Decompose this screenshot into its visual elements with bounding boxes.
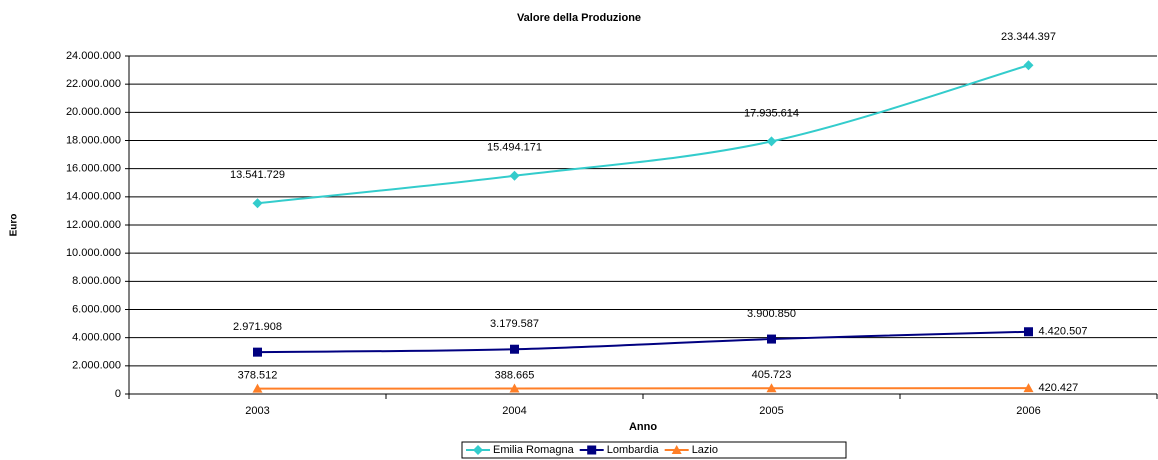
y-tick-label: 18.000.000 [66,134,121,146]
marker [509,383,520,393]
y-tick-label: 2.000.000 [72,360,121,372]
data-label: 17.935.614 [744,107,799,119]
marker [509,170,520,181]
marker [1023,60,1034,71]
marker [766,136,777,147]
x-tick-label: 2006 [1016,405,1040,417]
data-label: 3.179.587 [490,318,539,330]
legend-label: Emilia Romagna [493,444,575,456]
y-tick-label: 4.000.000 [72,332,121,344]
data-label: 378.512 [238,370,278,382]
marker [252,383,263,393]
y-tick-label: 22.000.000 [66,78,121,90]
marker [671,445,682,454]
data-label: 388.665 [495,369,535,381]
legend-box [461,441,847,459]
series-line [257,330,1029,354]
legend-label: Lazio [692,444,718,456]
series-line [257,64,1029,205]
data-label: 23.344.397 [1001,31,1056,43]
data-label: 420.427 [1039,382,1079,394]
marker [1023,383,1034,393]
y-tick-label: 6.000.000 [72,303,121,315]
data-label: 2.971.908 [233,321,282,333]
x-tick-label: 2005 [759,405,783,417]
marker [510,344,519,354]
y-tick-label: 20.000.000 [66,106,121,118]
x-tick-label: 2003 [245,405,269,417]
y-tick-label: 0 [115,388,121,400]
y-tick-label: 14.000.000 [66,191,121,203]
marker [473,445,483,455]
y-tick-label: 16.000.000 [66,163,121,175]
data-label: 15.494.171 [487,142,542,154]
data-label: 13.541.729 [230,169,285,181]
marker [252,198,263,209]
y-axis-label: Euro [9,214,20,237]
data-label: 3.900.850 [747,308,796,320]
y-tick-label: 8.000.000 [72,275,121,287]
y-tick-label: 24.000.000 [66,50,121,62]
x-axis-label: Anno [629,421,657,433]
x-tick-label: 2004 [502,405,526,417]
marker [1024,327,1033,337]
chart-title: Valore della Produzione [517,12,641,24]
marker [253,347,262,357]
marker [587,445,597,455]
data-label: 405.723 [752,369,792,381]
y-tick-label: 10.000.000 [66,247,121,259]
y-tick-label: 12.000.000 [66,219,121,231]
legend-label: Lombardia [607,444,660,456]
data-label: 4.420.507 [1039,326,1088,338]
marker [767,334,776,344]
marker [766,383,777,393]
series-line [257,387,1029,390]
